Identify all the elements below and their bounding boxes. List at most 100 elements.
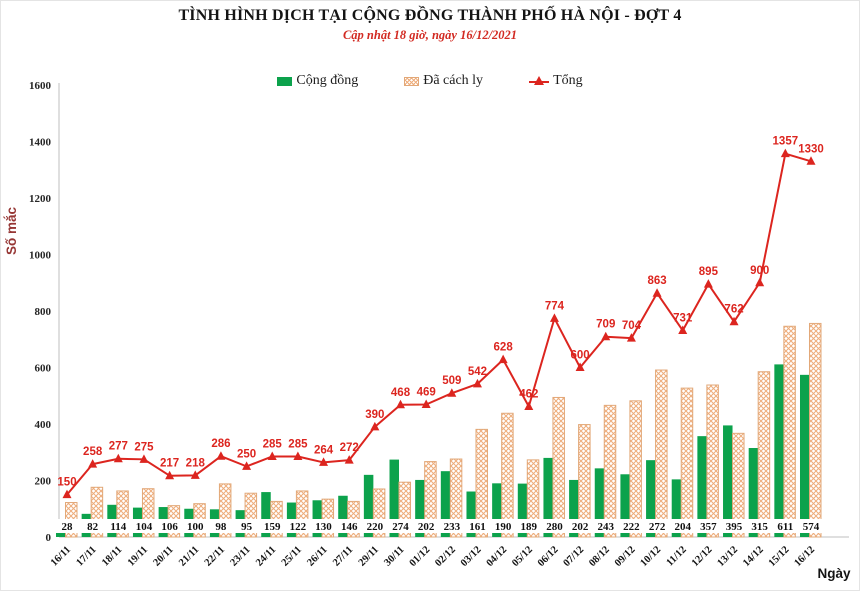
total-value-label: 250 bbox=[237, 448, 256, 460]
bar-da-cach-ly bbox=[141, 488, 155, 538]
total-marker bbox=[806, 156, 816, 165]
bar-label-box bbox=[311, 519, 336, 533]
bar-label-box bbox=[336, 519, 362, 533]
x-date-label: 16/11 bbox=[49, 544, 73, 568]
total-value-label: 285 bbox=[288, 438, 308, 450]
bar-cong-dong bbox=[389, 459, 400, 537]
bar-label-box bbox=[567, 519, 593, 533]
total-line-swatch-icon bbox=[529, 76, 550, 86]
total-value-label: 895 bbox=[699, 266, 719, 278]
total-value-label: 1357 bbox=[773, 136, 799, 148]
bar-da-cach-ly bbox=[372, 488, 386, 538]
total-value-label: 272 bbox=[340, 442, 359, 454]
total-marker bbox=[652, 288, 662, 297]
y-tick-label: 1000 bbox=[29, 250, 52, 262]
bar-label-box bbox=[208, 519, 234, 533]
x-date-label: 13/12 bbox=[715, 544, 740, 569]
x-date-label: 03/12 bbox=[459, 544, 484, 569]
bar-value-label: 146 bbox=[341, 521, 358, 533]
quarantine-bar-swatch-icon bbox=[404, 76, 420, 86]
bar-da-cach-ly bbox=[424, 461, 437, 538]
bar-da-cach-ly bbox=[757, 371, 771, 538]
total-value-label: 709 bbox=[596, 319, 615, 331]
x-date-label: 27/11 bbox=[331, 544, 355, 568]
bar-da-cach-ly bbox=[501, 412, 514, 538]
bar-label-box bbox=[773, 519, 798, 533]
total-value-label: 469 bbox=[417, 387, 436, 399]
bar-cong-dong bbox=[517, 483, 528, 537]
x-date-label: 08/12 bbox=[587, 544, 612, 569]
bar-da-cach-ly bbox=[655, 369, 668, 538]
total-value-label: 542 bbox=[468, 366, 487, 378]
x-date-label: 07/12 bbox=[562, 544, 587, 569]
bar-label-box bbox=[798, 519, 824, 533]
bar-label-box bbox=[747, 519, 772, 533]
total-value-label: 286 bbox=[211, 438, 230, 450]
total-marker bbox=[678, 325, 688, 334]
bar-da-cach-ly bbox=[732, 432, 745, 538]
bar-cong-dong bbox=[261, 492, 271, 537]
bar-cong-dong bbox=[569, 479, 579, 537]
bar-value-label: 274 bbox=[392, 521, 409, 533]
bar-cong-dong bbox=[594, 468, 605, 537]
x-date-label: 04/12 bbox=[485, 544, 510, 569]
bar-cong-dong bbox=[338, 495, 348, 537]
bar-value-label: 204 bbox=[674, 521, 691, 533]
bar-label-box bbox=[106, 519, 131, 533]
bar-label-box bbox=[465, 519, 490, 533]
x-date-label: 02/12 bbox=[433, 544, 458, 569]
legend-label-tong: Tổng bbox=[553, 73, 583, 88]
total-marker bbox=[293, 451, 303, 460]
total-value-label: 264 bbox=[314, 444, 334, 456]
bar-cong-dong bbox=[774, 364, 784, 537]
bar-label-box bbox=[234, 519, 259, 533]
bar-value-label: 28 bbox=[62, 521, 74, 533]
y-tick-label: 1200 bbox=[29, 193, 52, 205]
x-date-label: 18/11 bbox=[100, 544, 124, 568]
x-date-label: 22/11 bbox=[203, 544, 227, 568]
bar-value-label: 190 bbox=[495, 521, 512, 533]
bar-cong-dong bbox=[697, 436, 707, 537]
bar-cong-dong bbox=[543, 457, 553, 537]
bar-label-box bbox=[285, 519, 311, 533]
y-tick-label: 600 bbox=[35, 363, 52, 375]
total-value-label: 462 bbox=[519, 388, 538, 400]
total-marker bbox=[575, 362, 585, 371]
bar-value-label: 243 bbox=[598, 521, 615, 533]
bar-value-label: 611 bbox=[777, 521, 793, 533]
bar-cong-dong bbox=[723, 425, 733, 537]
legend-item-cong-dong: Cộng đồng bbox=[277, 73, 358, 89]
total-marker bbox=[165, 470, 175, 480]
bar-value-label: 159 bbox=[264, 521, 281, 533]
total-marker bbox=[216, 451, 226, 460]
bar-da-cach-ly bbox=[398, 481, 412, 538]
bar-cong-dong bbox=[56, 529, 66, 537]
community-bar-swatch-icon bbox=[277, 76, 293, 86]
bar-value-label: 233 bbox=[444, 521, 461, 533]
x-date-label: 01/12 bbox=[408, 544, 433, 569]
y-tick-label: 400 bbox=[35, 419, 52, 431]
x-date-label: 26/11 bbox=[305, 544, 329, 568]
total-value-label: 600 bbox=[571, 350, 590, 362]
y-tick-label: 800 bbox=[35, 306, 52, 318]
bar-value-label: 82 bbox=[87, 521, 99, 533]
bar-da-cach-ly bbox=[526, 459, 540, 538]
x-date-label: 05/12 bbox=[510, 544, 535, 569]
total-marker bbox=[755, 277, 765, 287]
total-value-label: 277 bbox=[109, 441, 128, 453]
total-value-label: 150 bbox=[57, 477, 76, 489]
bar-value-label: 220 bbox=[367, 521, 384, 533]
total-line bbox=[66, 152, 812, 496]
y-tick-label: 1400 bbox=[29, 137, 52, 149]
bar-value-label: 315 bbox=[751, 521, 768, 533]
legend-label-cong-dong: Cộng đồng bbox=[296, 73, 359, 88]
bar-value-label: 106 bbox=[161, 521, 178, 533]
x-axis-title: Ngày bbox=[817, 566, 851, 581]
total-value-label: 390 bbox=[365, 409, 384, 421]
total-marker bbox=[472, 378, 482, 388]
bar-label-box bbox=[439, 519, 465, 533]
bar-cong-dong bbox=[440, 471, 451, 537]
total-value-label: 774 bbox=[545, 300, 565, 312]
